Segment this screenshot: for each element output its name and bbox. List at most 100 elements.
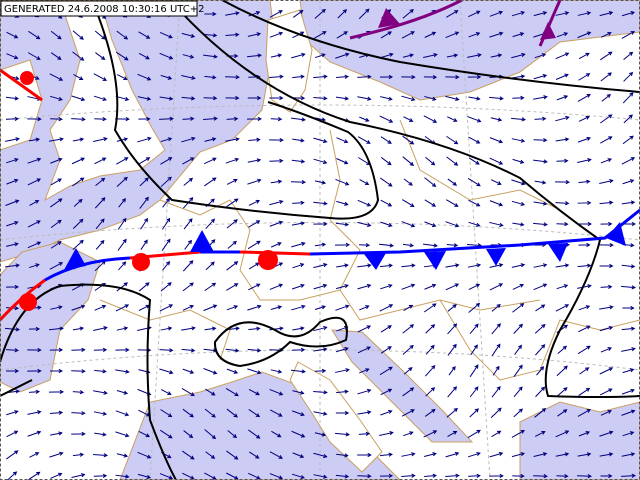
bay-of-biscay [0, 241, 101, 393]
wind-arrow [138, 52, 150, 60]
wind-arrow [489, 10, 504, 17]
wind-arrow [403, 431, 414, 437]
wind-arrow [7, 471, 18, 480]
wind-arrow [71, 95, 86, 102]
wind-arrow [513, 386, 523, 398]
wind-arrow [424, 473, 437, 478]
wind-arrow [424, 408, 436, 417]
wind-arrow [27, 241, 42, 249]
wind-arrow [556, 158, 569, 163]
aegean-sea [519, 401, 640, 480]
wind-arrow [621, 11, 636, 17]
wind-arrow [468, 10, 481, 18]
wind-arrow [248, 326, 261, 331]
wind-arrow [533, 474, 548, 479]
wind-arrow [379, 304, 394, 312]
wind-arrow [139, 177, 149, 187]
wind-arrow [511, 263, 526, 268]
wind-arrow [6, 242, 19, 247]
wind-arrow [489, 31, 504, 38]
wind-arrow [446, 243, 459, 248]
wind-arrow [71, 369, 86, 374]
wind-arrow [49, 137, 64, 142]
wind-arrow [118, 261, 127, 271]
wind-arrow [115, 474, 130, 479]
wind-arrow [423, 53, 438, 59]
wind-arrow [446, 199, 459, 207]
wind-arrow [49, 95, 63, 101]
border-line [99, 299, 231, 361]
wind-arrow [93, 473, 108, 478]
wind-arrow [623, 51, 634, 60]
wind-arrow [599, 305, 614, 310]
wind-arrow [468, 32, 481, 38]
wind-arrow [291, 369, 306, 374]
wind-arrow [160, 409, 173, 418]
wind-arrow [159, 368, 174, 375]
wind-arrow [512, 95, 525, 101]
wind-arrow [291, 304, 306, 311]
wind-arrow [247, 368, 262, 375]
wind-arrow [5, 137, 20, 142]
wind-arrow [314, 432, 327, 437]
wind-arrow [467, 177, 481, 187]
occluded-front [349, 0, 463, 40]
wind-arrow [204, 326, 217, 331]
wind-arrow [512, 32, 525, 38]
wind-arrow [402, 156, 415, 166]
wind-arrow [489, 221, 504, 227]
wind-arrow [621, 200, 636, 205]
wind-arrow [446, 10, 459, 18]
wind-arrow [203, 368, 218, 375]
wind-arrow [403, 304, 414, 312]
wind-arrow [357, 283, 372, 290]
wind-arrow [357, 74, 372, 79]
wind-arrow [357, 96, 372, 101]
wind-arrow [138, 157, 151, 165]
wind-arrow [468, 157, 480, 165]
wind-arrow [93, 95, 107, 102]
wind-arrow [269, 451, 283, 459]
wind-arrow [291, 283, 305, 290]
wind-arrow [159, 52, 174, 60]
wind-arrow [72, 51, 85, 61]
wind-arrow [359, 116, 370, 122]
wind-arrow [335, 222, 350, 227]
wind-arrow [225, 11, 240, 16]
wind-arrow [93, 411, 108, 416]
wind-arrow [247, 158, 262, 163]
wind-arrow [533, 11, 548, 17]
wind-arrow [71, 157, 85, 165]
wind-arrow [555, 201, 570, 206]
grid-line [459, 0, 491, 480]
wind-arrow [4, 263, 20, 268]
wind-arrow [314, 305, 326, 310]
wind-arrow [468, 136, 481, 144]
wind-arrow [534, 180, 547, 185]
wind-arrow [93, 390, 108, 395]
wind-arrow [291, 347, 306, 352]
wind-arrow [269, 137, 284, 143]
wind-arrow [182, 282, 194, 292]
wind-arrow [380, 96, 393, 101]
wind-arrow [379, 431, 394, 437]
wind-arrow [402, 344, 414, 355]
warm-semicircle [132, 253, 150, 271]
wind-arrow [600, 347, 613, 353]
wind-arrow [425, 324, 436, 334]
wind-arrow [600, 114, 613, 124]
wind-arrow [50, 431, 63, 436]
wind-arrow [533, 283, 548, 291]
wind-arrow [48, 389, 65, 395]
wind-arrow [599, 367, 614, 375]
wind-arrow [447, 430, 458, 437]
wind-arrow [225, 137, 240, 142]
wind-arrow [72, 390, 85, 395]
wind-arrow [357, 221, 372, 227]
wind-arrow [468, 473, 481, 478]
wind-arrow [600, 158, 613, 164]
wind-arrow [533, 73, 548, 80]
wind-arrow [600, 136, 613, 144]
wind-arrow [226, 198, 239, 208]
